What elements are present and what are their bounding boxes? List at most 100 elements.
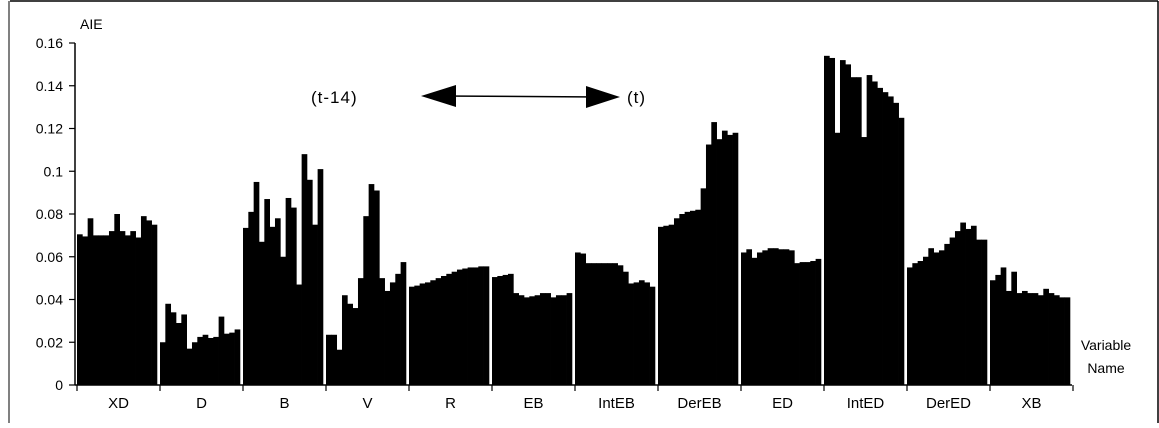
- bar: [523, 297, 530, 385]
- bar: [181, 314, 187, 385]
- bar: [269, 226, 276, 385]
- y-tick-label: 0.14: [36, 78, 63, 94]
- bar: [695, 209, 701, 385]
- bar: [502, 274, 509, 385]
- bar: [191, 342, 198, 385]
- bar: [1043, 288, 1049, 385]
- bar: [644, 282, 650, 385]
- bar: [1011, 271, 1017, 385]
- bar: [877, 87, 883, 385]
- bar: [746, 249, 753, 385]
- bar-group-eb: [492, 273, 573, 385]
- bar: [810, 261, 816, 385]
- y-axis: 0 0.02 0.04 0.06 0.08 0.1 0.12 0.14 0.16: [36, 35, 76, 393]
- bar: [326, 334, 332, 385]
- category-label: IntEB: [598, 395, 635, 412]
- bar: [1059, 297, 1065, 385]
- bar: [414, 285, 421, 385]
- bar: [160, 342, 166, 385]
- bar: [689, 210, 696, 385]
- bar: [732, 132, 739, 385]
- bar: [663, 225, 670, 385]
- bar: [301, 154, 308, 385]
- bar: [705, 144, 712, 385]
- bar: [834, 132, 841, 385]
- category-label: B: [279, 395, 289, 412]
- bar: [435, 278, 442, 386]
- y-tick-label: 0.16: [36, 35, 63, 51]
- bar: [928, 248, 934, 385]
- bar: [907, 267, 913, 385]
- bar: [555, 295, 562, 385]
- y-tick-label: 0: [55, 377, 63, 393]
- bar: [970, 225, 977, 385]
- bars: [77, 55, 1071, 386]
- bar: [114, 214, 120, 385]
- bar: [727, 134, 733, 385]
- bar: [839, 60, 846, 385]
- bar: [497, 275, 504, 385]
- x-axis-title-line-2: Name: [1087, 360, 1125, 376]
- bar: [529, 296, 535, 385]
- bar: [1064, 297, 1071, 385]
- category-labels: XD D B V R EB IntEB DerEB ED IntED DerED XB: [108, 395, 1041, 412]
- y-tick-label: 0.12: [36, 121, 63, 137]
- bar-group-dered: [907, 222, 988, 385]
- bar: [1048, 293, 1055, 385]
- bar: [649, 286, 656, 385]
- bar: [197, 336, 203, 385]
- y-tick-label: 0.02: [36, 334, 63, 350]
- bar: [124, 235, 131, 385]
- bar: [1016, 293, 1023, 385]
- category-label: V: [362, 395, 372, 412]
- bar: [778, 249, 784, 385]
- bar: [933, 252, 940, 385]
- bar: [451, 271, 458, 385]
- bar: [861, 137, 867, 385]
- bar: [419, 283, 426, 385]
- annotation-arrowhead-right: [586, 86, 620, 108]
- bar: [253, 181, 260, 385]
- bar: [290, 207, 297, 385]
- bar: [243, 227, 249, 385]
- category-label: XD: [108, 395, 129, 412]
- bar: [363, 216, 369, 385]
- bar-group-xd: [77, 214, 158, 385]
- bar: [409, 286, 415, 385]
- bar: [804, 262, 811, 385]
- bar: [922, 256, 929, 385]
- bar: [492, 277, 498, 385]
- bar-group-v: [326, 184, 407, 386]
- bar: [539, 293, 546, 385]
- bar: [507, 273, 514, 385]
- bar: [98, 235, 104, 385]
- bar: [585, 263, 592, 385]
- bar: [1021, 290, 1028, 385]
- bar: [395, 273, 401, 385]
- bar: [296, 284, 302, 385]
- bar: [944, 243, 950, 385]
- bar: [976, 239, 982, 385]
- bar: [379, 278, 385, 386]
- bar: [357, 278, 364, 386]
- bar: [617, 265, 624, 385]
- bar: [483, 266, 490, 385]
- bar: [274, 218, 281, 385]
- bar: [264, 199, 270, 385]
- bar: [213, 336, 219, 385]
- bar: [601, 263, 608, 385]
- bar: [751, 257, 758, 385]
- bar: [783, 249, 790, 385]
- bar: [175, 323, 182, 385]
- bar: [575, 252, 581, 385]
- bar: [424, 282, 431, 385]
- bar: [467, 267, 474, 385]
- bar-group-inteb: [575, 252, 656, 385]
- bar: [151, 224, 158, 385]
- bar: [140, 216, 147, 385]
- bar: [845, 64, 851, 386]
- category-label: IntED: [847, 395, 885, 412]
- bar: [462, 268, 468, 385]
- bar: [478, 266, 484, 385]
